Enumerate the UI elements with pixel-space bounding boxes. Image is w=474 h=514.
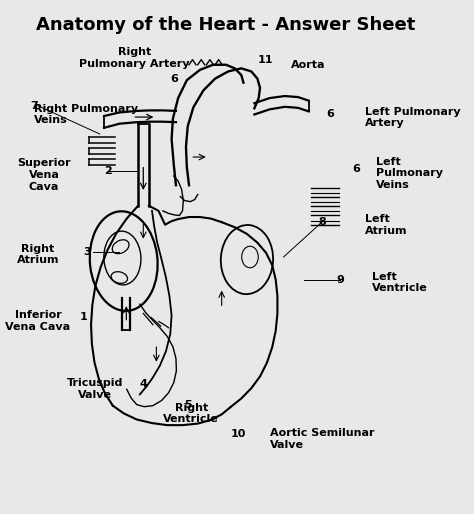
Text: 5: 5 xyxy=(184,399,191,410)
Text: Left Pulmonary
Artery: Left Pulmonary Artery xyxy=(365,107,461,128)
Text: 10: 10 xyxy=(230,429,246,439)
Text: 6: 6 xyxy=(352,164,360,174)
Text: Right
Ventricle: Right Ventricle xyxy=(164,402,219,424)
Text: Inferior
Vena Cava: Inferior Vena Cava xyxy=(5,310,71,332)
Text: 1: 1 xyxy=(79,313,87,322)
Text: 6: 6 xyxy=(327,109,335,119)
Text: Right
Pulmonary Artery: Right Pulmonary Artery xyxy=(79,47,190,69)
Text: 7: 7 xyxy=(30,101,38,111)
Text: Right
Atrium: Right Atrium xyxy=(17,244,59,265)
Text: 2: 2 xyxy=(104,166,111,176)
Text: 11: 11 xyxy=(257,54,273,65)
Text: Left
Pulmonary
Veins: Left Pulmonary Veins xyxy=(376,157,443,190)
Text: 8: 8 xyxy=(318,217,326,227)
Text: Aorta: Aorta xyxy=(292,60,326,70)
Text: 6: 6 xyxy=(170,74,178,84)
Text: Superior
Vena
Cava: Superior Vena Cava xyxy=(17,158,71,192)
Text: Right Pulmonary
Veins: Right Pulmonary Veins xyxy=(35,104,138,125)
Text: Aortic Semilunar
Valve: Aortic Semilunar Valve xyxy=(270,428,374,450)
Text: Left
Ventricle: Left Ventricle xyxy=(372,272,428,293)
Text: 4: 4 xyxy=(139,379,147,389)
Text: 9: 9 xyxy=(336,275,344,285)
Text: Tricuspid
Valve: Tricuspid Valve xyxy=(67,378,124,400)
Text: Left
Atrium: Left Atrium xyxy=(365,214,408,236)
Text: 3: 3 xyxy=(84,247,91,257)
Text: Anatomy of the Heart - Answer Sheet: Anatomy of the Heart - Answer Sheet xyxy=(36,16,416,34)
